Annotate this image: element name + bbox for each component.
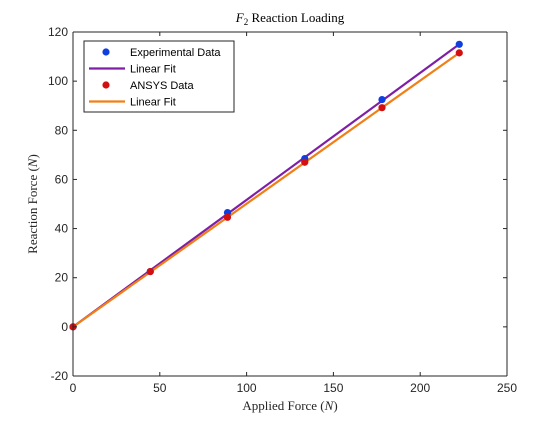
legend-label-1: Linear Fit — [130, 64, 176, 76]
legend-label-3: Linear Fit — [130, 97, 176, 109]
y-tick-label-60: 60 — [55, 172, 69, 186]
x-tick-label-250: 250 — [497, 381, 517, 395]
data-point-2-4 — [378, 104, 386, 112]
legend-label-0: Experimental Data — [130, 47, 221, 59]
x-axis-title-close: ) — [333, 398, 337, 413]
y-axis-title-text: Reaction Force ( — [25, 167, 40, 254]
x-tick-label-150: 150 — [323, 381, 343, 395]
data-point-0-5 — [455, 40, 463, 48]
y-tick-label-80: 80 — [55, 123, 69, 137]
chart-title-subscript: 2 — [244, 17, 249, 27]
y-tick-label-100: 100 — [48, 74, 68, 88]
data-point-2-5 — [455, 49, 463, 57]
y-tick-label-20: 20 — [55, 271, 69, 285]
chart-title-rest: Reaction Loading — [248, 10, 345, 25]
x-axis-title: Applied Force (N) — [242, 398, 337, 413]
data-point-2-3 — [301, 158, 309, 166]
x-tick-label-50: 50 — [153, 381, 167, 395]
y-axis-title-close: ) — [25, 154, 40, 158]
x-tick-label-100: 100 — [237, 381, 257, 395]
x-tick-label-200: 200 — [410, 381, 430, 395]
y-tick-label-40: 40 — [55, 222, 69, 236]
data-point-2-1 — [146, 267, 154, 276]
legend-label-2: ANSYS Data — [130, 80, 194, 92]
y-axis-title: Reaction Force (N) — [25, 154, 40, 254]
legend-marker-2 — [102, 81, 110, 89]
data-point-0-4 — [378, 95, 386, 104]
legend: Experimental Data Linear Fit ANSYS Data Lin… — [83, 40, 235, 113]
chart-title-main: F — [235, 10, 245, 25]
series-line-3 — [71, 51, 461, 328]
y-tick-label-0: 0 — [61, 320, 68, 334]
x-tick-label-0: 0 — [70, 381, 77, 395]
y-axis-title-unit: N — [25, 157, 40, 168]
data-point-2-2 — [223, 213, 232, 221]
x-axis-title-text: Applied Force ( — [242, 398, 324, 413]
x-axis-title-unit: N — [324, 398, 335, 413]
chart-title: F2 Reaction Loading — [235, 10, 345, 27]
y-tick-label--20: -20 — [51, 369, 69, 383]
legend-marker-0 — [102, 48, 110, 56]
series-line-1 — [71, 43, 461, 328]
y-tick-label-120: 120 — [48, 25, 68, 39]
